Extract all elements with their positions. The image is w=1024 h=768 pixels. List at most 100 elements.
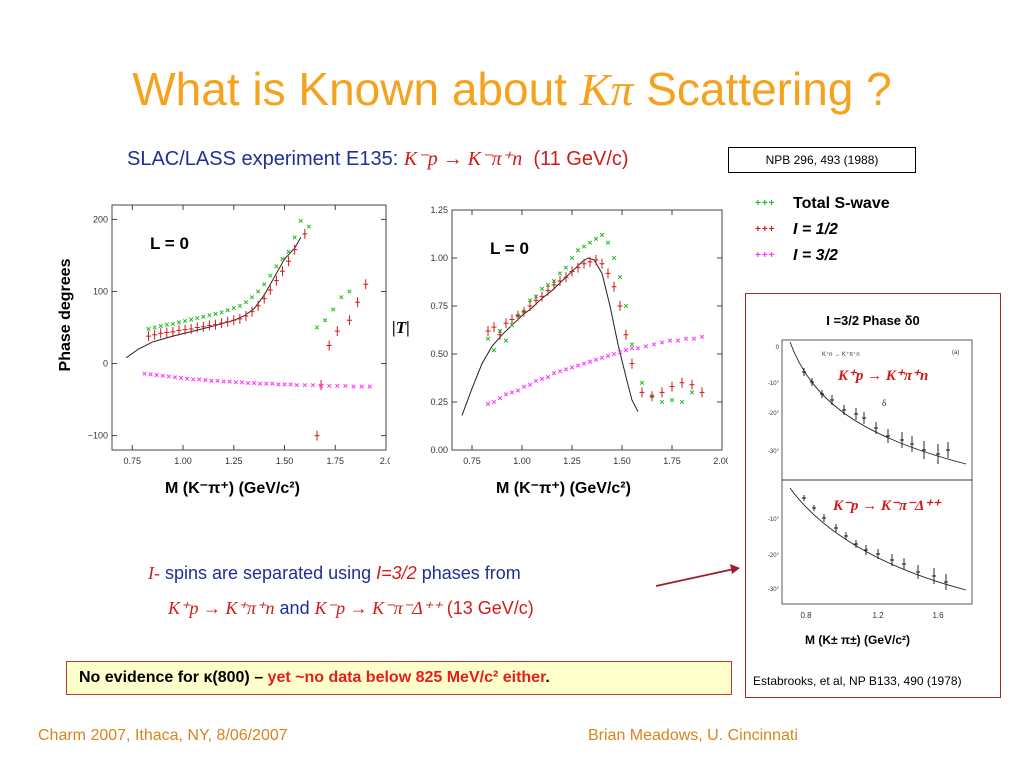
data-point xyxy=(335,383,340,389)
data-point xyxy=(485,336,491,341)
inset-corner-label: (a) xyxy=(952,350,959,356)
experiment-subtitle: SLAC/LASS experiment E135: K⁻p → K⁻π⁺n (… xyxy=(127,146,629,171)
data-point xyxy=(142,371,147,376)
note-reaction-kminus: K⁻p → K⁻π⁻Δ⁺⁺ xyxy=(314,598,442,618)
inset-top-curve xyxy=(789,341,967,465)
data-point xyxy=(623,329,629,340)
legend-marker: +++ xyxy=(755,224,776,236)
data-point xyxy=(178,375,184,381)
title-suffix: Scattering ? xyxy=(633,63,892,115)
data-point xyxy=(292,244,298,255)
data-point xyxy=(318,380,324,391)
inset-data-point xyxy=(916,565,920,579)
data-point xyxy=(195,315,200,321)
experiment-name: SLAC/LASS experiment E135: xyxy=(127,148,404,170)
data-point xyxy=(527,301,533,311)
data-point xyxy=(557,276,563,287)
data-point xyxy=(209,378,214,383)
data-point xyxy=(201,314,206,319)
inset-data-point xyxy=(944,574,948,590)
data-point xyxy=(189,317,194,322)
legend-item-total: +++ Total S-wave xyxy=(755,195,890,221)
data-point xyxy=(503,318,509,329)
data-point xyxy=(669,381,675,392)
data-point xyxy=(279,266,285,277)
data-point xyxy=(575,248,581,253)
x-tick-label: 1.75 xyxy=(326,456,344,466)
data-point xyxy=(667,338,673,343)
data-point xyxy=(207,313,212,318)
data-point xyxy=(491,399,497,405)
data-point xyxy=(225,308,230,313)
data-point xyxy=(569,365,575,370)
x-tick-label: 1.25 xyxy=(225,456,243,466)
inset-citation: Estabrooks, et al, NP B133, 490 (1978) xyxy=(753,674,962,688)
data-point xyxy=(611,255,617,261)
data-point xyxy=(286,256,292,267)
inset-data-point xyxy=(862,412,866,424)
warning-highlight: yet ~no data below 825 MeV/c² either xyxy=(267,669,546,686)
data-point xyxy=(593,254,599,265)
data-point xyxy=(243,300,249,305)
inset-data-point xyxy=(802,495,806,501)
data-point xyxy=(334,326,340,337)
legend: +++ Total S-wave +++ I = 1/2 +++ I = 3/2 xyxy=(755,195,890,273)
data-point xyxy=(213,311,218,316)
data-point xyxy=(669,397,675,403)
phase-chart: 0.75 1.00 1.25 1.50 1.75 2.0 200 100 0 −100 L = 0 xyxy=(82,200,390,470)
inset-figure-box xyxy=(745,293,1001,698)
data-point xyxy=(659,399,665,405)
data-point xyxy=(593,357,599,362)
note-i32: I=3/2 xyxy=(376,563,417,583)
footer-author: Brian Meadows, U. Cincinnati xyxy=(588,727,798,744)
data-point xyxy=(539,286,545,291)
data-point xyxy=(675,338,681,343)
data-point xyxy=(314,325,320,330)
note-text: spins are separated using xyxy=(160,563,377,583)
data-point xyxy=(213,319,219,330)
data-point xyxy=(237,313,243,324)
fit-curve xyxy=(125,237,302,359)
x-tick-label: 0.75 xyxy=(463,456,481,466)
data-point xyxy=(491,322,497,333)
data-point xyxy=(184,376,190,381)
data-point xyxy=(219,310,224,315)
data-point xyxy=(527,382,533,387)
inset-x-tick-label: 1.2 xyxy=(872,611,884,620)
data-point xyxy=(575,262,581,273)
data-point xyxy=(219,318,225,329)
data-point xyxy=(203,377,208,383)
data-point xyxy=(310,382,316,388)
data-point xyxy=(617,301,623,311)
legend-label: I = 1/2 xyxy=(793,221,838,238)
data-point xyxy=(563,367,569,372)
data-point xyxy=(249,306,255,317)
data-point xyxy=(194,322,200,333)
inset-data-point xyxy=(900,432,904,448)
data-point xyxy=(575,363,581,368)
amplitude-chart: 0.75 1.00 1.25 1.50 1.75 2.00 1.25 1.00 0.75 0.50… xyxy=(418,200,728,470)
data-point xyxy=(331,307,336,312)
inset-y-tick-label: -30° xyxy=(768,587,780,593)
y-tick-label: −100 xyxy=(88,431,108,441)
inset-y-tick-label: -20° xyxy=(768,553,780,559)
legend-label: I = 3/2 xyxy=(793,247,838,264)
data-point xyxy=(599,258,605,269)
x-tick-label: 2.00 xyxy=(713,456,728,466)
data-point xyxy=(347,289,352,294)
inset-data-point xyxy=(822,514,826,522)
data-point xyxy=(227,379,232,384)
data-point xyxy=(639,387,645,398)
inset-x-tick-label: 1.6 xyxy=(932,611,944,620)
data-point xyxy=(314,430,320,441)
y-tick-label: 100 xyxy=(93,286,108,296)
inset-bottom-curve xyxy=(789,487,967,591)
inset-data-point xyxy=(830,395,834,405)
pointer-arrow xyxy=(655,564,740,587)
inset-data-point xyxy=(932,568,936,584)
data-point xyxy=(635,346,641,351)
data-point xyxy=(152,325,157,330)
data-point xyxy=(611,351,617,357)
data-point xyxy=(659,340,665,345)
data-point xyxy=(551,279,557,290)
